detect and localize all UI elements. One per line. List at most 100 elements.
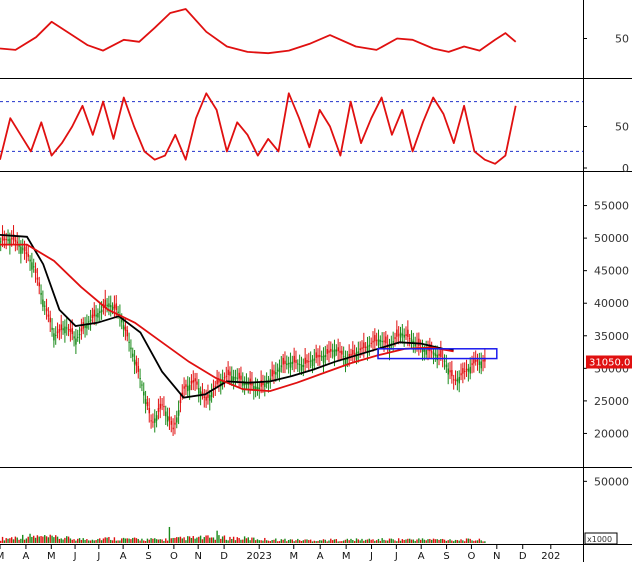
volume-bar bbox=[372, 539, 374, 543]
volume-unit-label: x1000 bbox=[587, 535, 612, 544]
volume-bar bbox=[298, 540, 301, 543]
volume-bar bbox=[223, 535, 226, 543]
volume-bar bbox=[269, 541, 271, 543]
candle-body bbox=[51, 327, 53, 330]
volume-bar bbox=[146, 538, 149, 543]
x-tick-label: D bbox=[519, 551, 527, 562]
volume-bar bbox=[144, 540, 147, 543]
candle-body bbox=[229, 371, 231, 376]
volume-bar bbox=[265, 540, 268, 543]
volume-bar bbox=[440, 539, 442, 543]
candle-body bbox=[339, 350, 341, 353]
volume-bar bbox=[357, 539, 360, 543]
candle-body bbox=[452, 379, 455, 381]
volume-bar bbox=[401, 539, 404, 543]
volume-bar bbox=[155, 539, 158, 543]
volume-bar bbox=[432, 538, 435, 543]
volume-bar bbox=[242, 539, 244, 543]
volume-bar bbox=[410, 539, 413, 543]
volume-bar bbox=[29, 533, 31, 543]
volume-bar bbox=[348, 540, 350, 543]
x-tick-label: S bbox=[443, 551, 449, 562]
y-tick-label: 40000 bbox=[594, 297, 629, 310]
candle-body bbox=[462, 368, 464, 374]
volume-bar bbox=[421, 538, 424, 543]
candle-body bbox=[7, 239, 9, 241]
candle-body bbox=[14, 239, 17, 242]
candle-body bbox=[190, 380, 193, 384]
volume-bar bbox=[214, 539, 216, 543]
candle-body bbox=[375, 340, 378, 342]
candle-body bbox=[62, 328, 64, 331]
candle-body bbox=[150, 420, 152, 422]
candle-body bbox=[421, 348, 424, 352]
candle-body bbox=[161, 404, 163, 406]
volume-bar bbox=[179, 536, 182, 543]
candle-body bbox=[247, 384, 250, 386]
candle-body bbox=[139, 377, 141, 379]
candle-body bbox=[115, 303, 118, 311]
volume-bar bbox=[262, 540, 264, 543]
volume-bar bbox=[165, 538, 167, 543]
volume-bar bbox=[282, 539, 284, 543]
candle-body bbox=[223, 377, 226, 379]
volume-bar bbox=[93, 540, 95, 543]
candle-body bbox=[141, 384, 143, 386]
volume-bar bbox=[176, 537, 178, 543]
x-tick-label: N bbox=[493, 551, 500, 562]
candle-body bbox=[366, 345, 369, 353]
volume-bar bbox=[218, 535, 220, 543]
y-tick-label: 0 bbox=[622, 162, 629, 175]
candle-body bbox=[23, 246, 26, 252]
volume-bar bbox=[62, 539, 64, 543]
volume-bar bbox=[135, 538, 138, 543]
volume-bar bbox=[139, 540, 141, 543]
candle-body bbox=[425, 350, 427, 355]
volume-bar bbox=[313, 540, 316, 543]
volume-bar bbox=[55, 535, 57, 543]
candle-body bbox=[326, 349, 328, 354]
ma-short-line bbox=[0, 234, 454, 399]
volume-bar bbox=[207, 535, 209, 543]
candle-body bbox=[89, 319, 92, 322]
volume-bar bbox=[16, 537, 18, 543]
volume-bar bbox=[386, 540, 389, 543]
volume-bar bbox=[137, 538, 139, 543]
volume-bar bbox=[408, 538, 411, 543]
volume-bar bbox=[183, 537, 185, 543]
candle-body bbox=[126, 329, 129, 337]
volume-bar bbox=[170, 538, 172, 543]
y-tick-label: 50000 bbox=[594, 475, 629, 488]
volume-bar bbox=[267, 540, 270, 543]
volume-bar bbox=[209, 537, 211, 543]
volume-bar bbox=[476, 540, 479, 543]
volume-bar bbox=[49, 534, 51, 543]
candle-body bbox=[0, 241, 2, 243]
candle-body bbox=[414, 342, 416, 347]
candle-body bbox=[392, 341, 394, 343]
x-tick-label: O bbox=[170, 551, 178, 562]
candle-body bbox=[258, 387, 261, 390]
candle-body bbox=[273, 370, 275, 375]
volume-bar bbox=[335, 539, 338, 543]
candle-body bbox=[471, 363, 473, 366]
volume-bar bbox=[374, 540, 376, 543]
volume-bar bbox=[14, 536, 17, 543]
volume-bar bbox=[159, 539, 161, 543]
volume-bar bbox=[104, 537, 106, 543]
volume-bar bbox=[44, 535, 46, 543]
candle-body bbox=[282, 357, 284, 365]
candle-body bbox=[27, 253, 30, 257]
candle-body bbox=[465, 368, 468, 371]
candle-body bbox=[408, 338, 411, 340]
candle-body bbox=[474, 360, 477, 362]
volume-bar bbox=[141, 538, 143, 543]
volume-bar bbox=[40, 536, 42, 543]
candle-body bbox=[148, 407, 151, 414]
volume-bar bbox=[423, 539, 426, 543]
volume-bar bbox=[253, 537, 255, 543]
volume-bar bbox=[99, 538, 101, 543]
candle-body bbox=[185, 384, 187, 387]
volume-bar bbox=[429, 538, 431, 543]
volume-bar bbox=[308, 540, 310, 543]
